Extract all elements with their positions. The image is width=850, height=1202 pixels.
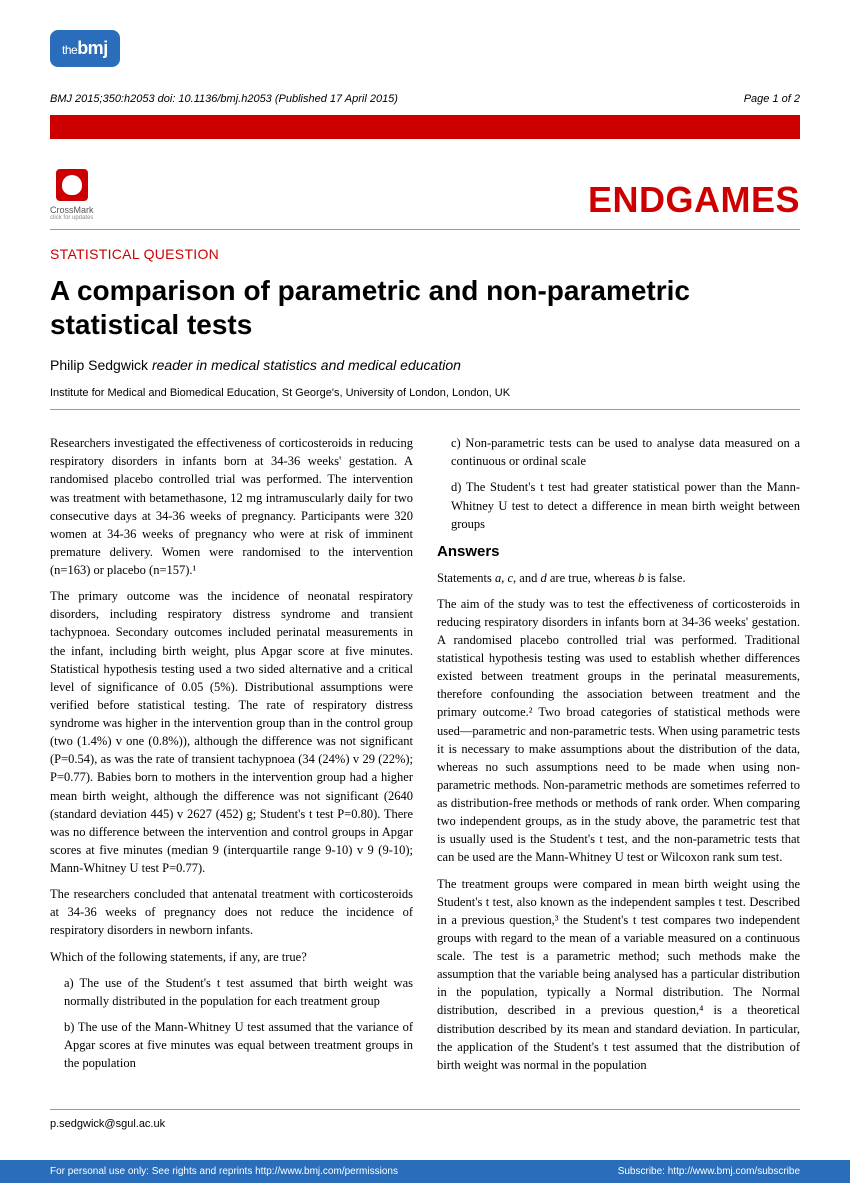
option-c: c) Non-parametric tests can be used to a… <box>437 434 800 470</box>
answers-heading: Answers <box>437 541 800 563</box>
author-role: reader in medical statistics and medical… <box>152 357 461 373</box>
body-paragraph: The researchers concluded that antenatal… <box>50 885 413 939</box>
citation-bar: BMJ 2015;350:h2053 doi: 10.1136/bmj.h205… <box>50 87 800 111</box>
article-body: Researchers investigated the effectivene… <box>50 434 800 1081</box>
question-intro: Which of the following statements, if an… <box>50 948 413 966</box>
body-paragraph: Researchers investigated the effectivene… <box>50 434 413 579</box>
page-number: Page 1 of 2 <box>744 93 800 105</box>
author-line: Philip Sedgwick reader in medical statis… <box>50 357 800 373</box>
answers-paragraph: The treatment groups were compared in me… <box>437 875 800 1074</box>
section-header: ENDGAMES <box>588 179 800 221</box>
logo-prefix: the <box>62 43 77 57</box>
red-divider-bar <box>50 115 800 139</box>
option-b: b) The use of the Mann-Whitney U test as… <box>50 1018 413 1072</box>
bottom-bar: For personal use only: See rights and re… <box>0 1160 850 1183</box>
subscribe-link[interactable]: Subscribe: http://www.bmj.com/subscribe <box>618 1166 800 1177</box>
citation-text: BMJ 2015;350:h2053 doi: 10.1136/bmj.h205… <box>50 93 398 105</box>
answers-paragraph: The aim of the study was to test the eff… <box>437 595 800 867</box>
logo-main: bmj <box>77 38 108 58</box>
option-d: d) The Student's t test had greater stat… <box>437 478 800 532</box>
category-label: STATISTICAL QUESTION <box>50 246 800 262</box>
crossmark-icon <box>56 169 88 201</box>
permissions-link[interactable]: For personal use only: See rights and re… <box>50 1166 398 1177</box>
affiliation: Institute for Medical and Biomedical Edu… <box>50 387 800 410</box>
answers-intro: Statements a, c, and d are true, whereas… <box>437 569 800 587</box>
divider <box>50 229 800 230</box>
author-name: Philip Sedgwick <box>50 357 148 373</box>
option-a: a) The use of the Student's t test assum… <box>50 974 413 1010</box>
footer-email: p.sedgwick@sgul.ac.uk <box>50 1109 800 1130</box>
crossmark-sublabel: click for updates <box>50 215 94 221</box>
article-title: A comparison of parametric and non-param… <box>50 274 800 341</box>
bmj-logo: thebmj <box>50 30 120 67</box>
crossmark-badge[interactable]: CrossMark click for updates <box>50 169 94 221</box>
crossmark-label: CrossMark <box>50 205 94 215</box>
body-paragraph: The primary outcome was the incidence of… <box>50 587 413 877</box>
